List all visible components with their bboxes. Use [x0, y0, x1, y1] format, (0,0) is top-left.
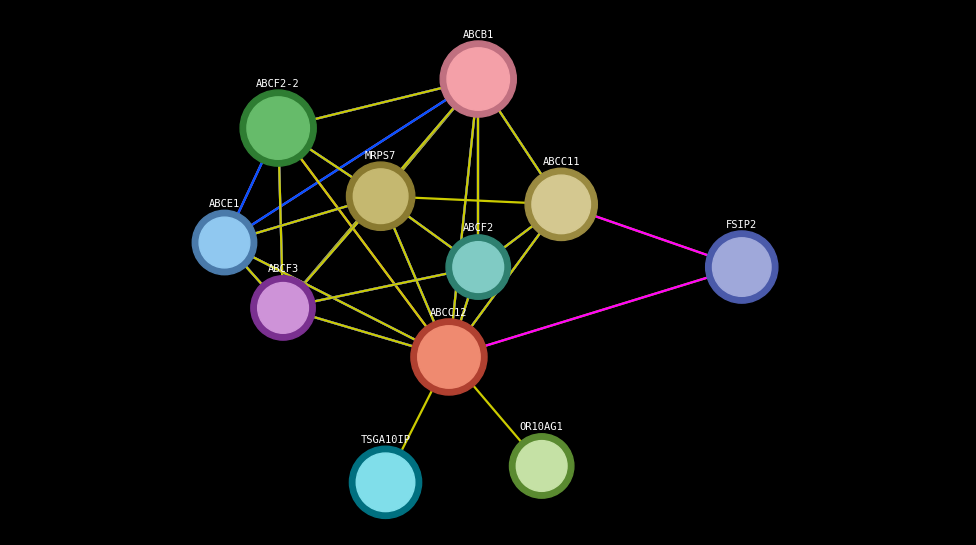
Ellipse shape [447, 48, 509, 110]
Ellipse shape [353, 169, 408, 223]
Text: ABCF2: ABCF2 [463, 223, 494, 233]
Text: OR10AG1: OR10AG1 [520, 422, 563, 432]
Ellipse shape [192, 210, 257, 275]
Text: ABCB1: ABCB1 [463, 29, 494, 40]
Ellipse shape [258, 282, 308, 334]
Ellipse shape [440, 41, 516, 117]
Text: ABCC12: ABCC12 [430, 307, 468, 318]
Ellipse shape [453, 241, 504, 293]
Ellipse shape [411, 319, 487, 395]
Text: ABCE1: ABCE1 [209, 199, 240, 209]
Ellipse shape [706, 231, 778, 303]
Ellipse shape [247, 97, 309, 159]
Ellipse shape [516, 440, 567, 492]
Ellipse shape [240, 90, 316, 166]
Text: TSGA10IP: TSGA10IP [360, 435, 411, 445]
Ellipse shape [712, 238, 771, 296]
Text: ABCF2-2: ABCF2-2 [257, 78, 300, 89]
Ellipse shape [525, 168, 597, 240]
Ellipse shape [346, 162, 415, 231]
Ellipse shape [251, 276, 315, 340]
Ellipse shape [532, 175, 590, 234]
Text: FSIP2: FSIP2 [726, 220, 757, 229]
Text: MRPS7: MRPS7 [365, 151, 396, 161]
Ellipse shape [446, 235, 510, 299]
Text: ABCC11: ABCC11 [543, 157, 580, 167]
Text: ABCF3: ABCF3 [267, 264, 299, 274]
Ellipse shape [418, 326, 480, 388]
Ellipse shape [349, 446, 422, 518]
Ellipse shape [199, 217, 250, 268]
Ellipse shape [509, 434, 574, 498]
Ellipse shape [356, 453, 415, 512]
